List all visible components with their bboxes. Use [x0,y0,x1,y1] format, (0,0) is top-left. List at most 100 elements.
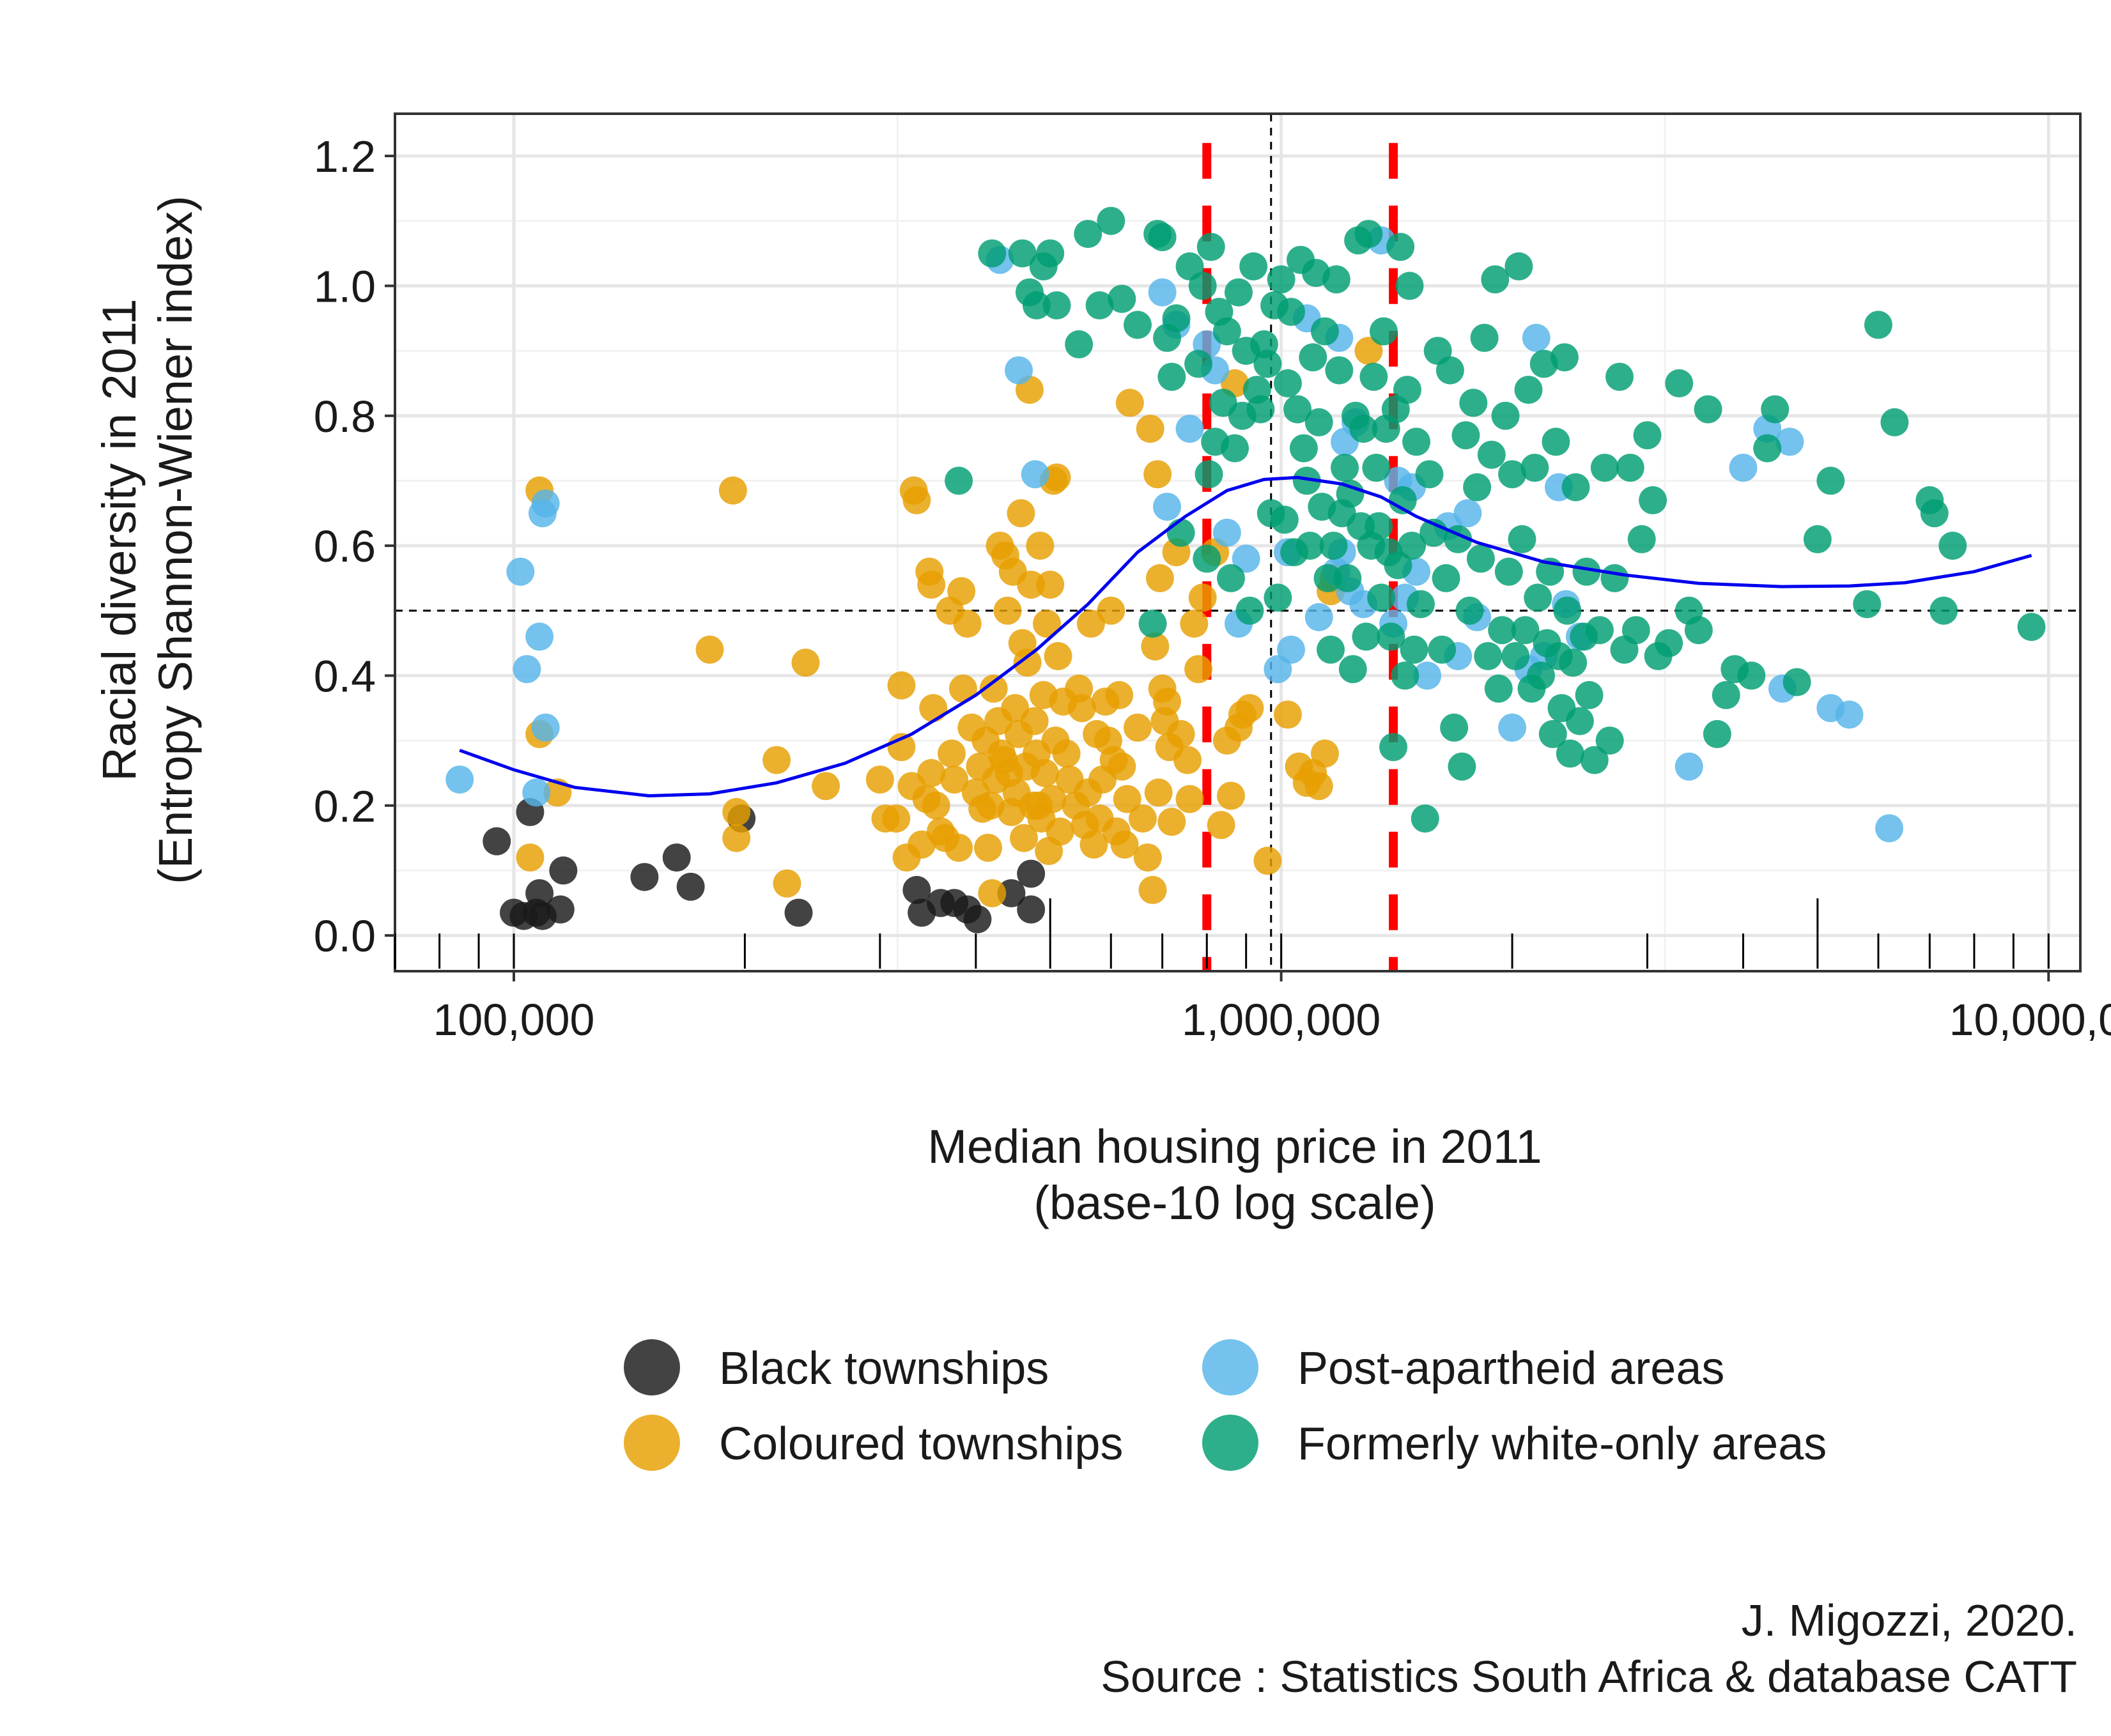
series-coloured-townships [516,337,1383,907]
data-point [1310,739,1339,768]
data-point [1212,518,1241,547]
x-tick-label: 10,000,00 [1949,995,2111,1045]
data-point [1105,680,1134,709]
data-point [1065,330,1094,358]
data-point [1110,830,1139,859]
data-point [1097,206,1125,235]
data-point [1184,350,1213,378]
data-point [978,879,1007,907]
data-point [1938,532,1967,560]
data-point [1391,661,1419,690]
legend-item: Coloured townships [624,1415,1123,1471]
data-point [1008,239,1037,268]
data-point [1113,785,1141,813]
data-point [1046,817,1074,846]
data-point [1428,635,1457,664]
data-point [1036,239,1065,268]
data-point [1354,220,1383,249]
data-point [1299,343,1327,372]
y-tick-label: 0.0 [314,911,376,961]
data-point [1232,544,1260,573]
data-point [1621,616,1650,645]
data-point [1920,499,1949,528]
data-point [1221,434,1249,463]
x-axis-title-line1: Median housing price in 2011 [927,1120,1542,1173]
data-point [1835,700,1864,729]
data-point [1175,415,1204,443]
data-point [1522,323,1550,352]
data-point [1386,233,1415,261]
data-point [1310,317,1339,346]
data-point [1553,596,1582,625]
data-point [1538,719,1567,748]
data-point [1184,655,1213,684]
data-point [1501,641,1530,670]
data-point [922,791,950,820]
data-point [1595,726,1624,755]
data-point [1494,557,1523,586]
data-point [953,610,982,638]
data-point [525,879,554,907]
data-point [1565,707,1594,735]
data-point [1455,596,1484,625]
y-axis-title-line1: Racial diversity in 2011 [93,298,146,781]
data-point [979,674,1008,703]
caption-author: J. Migozzi, 2020. [1742,1595,2077,1645]
data-point [1180,610,1209,638]
data-point [1633,421,1662,450]
data-point [1737,661,1766,690]
data-point [1451,421,1480,450]
data-point [549,856,578,885]
data-point [1304,408,1333,436]
data-point [940,765,969,794]
legend-label: Formerly white-only areas [1297,1418,1827,1470]
y-axis-title: Racial diversity in 2011 (Entropy Shanno… [93,196,202,884]
legend-label: Coloured townships [719,1418,1123,1470]
data-point [676,872,705,901]
data-point [1627,525,1656,553]
data-point [1108,752,1136,781]
data-point [1188,272,1217,300]
data-point [1017,895,1046,924]
y-axis-title-line2: (Entropy Shannon-Wiener index) [149,196,202,884]
data-point [1124,713,1152,742]
legend-marker [624,1415,680,1471]
data-point [1684,616,1713,645]
data-point [938,739,966,768]
data-point [1508,525,1536,553]
data-point [1511,616,1540,645]
data-point [531,713,560,742]
data-point [1017,859,1046,888]
y-tick-label: 0.4 [314,651,376,701]
data-point [1264,583,1292,612]
data-point [1273,369,1302,397]
data-point [1076,610,1105,638]
data-point [1395,272,1424,300]
data-point [1253,847,1282,875]
data-point [882,804,911,833]
data-point [1148,278,1177,307]
data-point [1175,785,1204,813]
legend-label: Post-apartheid areas [1297,1343,1724,1394]
data-point [919,694,948,723]
data-point [1052,739,1081,768]
data-point [1561,473,1590,502]
data-point [1013,649,1042,677]
data-point [1694,395,1722,424]
data-point [522,778,551,807]
smooth-trend-line [459,475,2032,798]
data-point [1138,610,1167,638]
data-point [1173,746,1202,774]
data-point [722,824,751,852]
data-point [1853,590,1882,618]
data-point [1153,493,1182,521]
data-point [1283,395,1312,424]
data-point [947,577,976,606]
data-point [1289,434,1318,463]
data-point [865,765,894,794]
legend-label: Black townships [719,1343,1049,1394]
data-point [1590,454,1619,482]
data-point [1605,362,1634,391]
data-point [1067,694,1096,723]
